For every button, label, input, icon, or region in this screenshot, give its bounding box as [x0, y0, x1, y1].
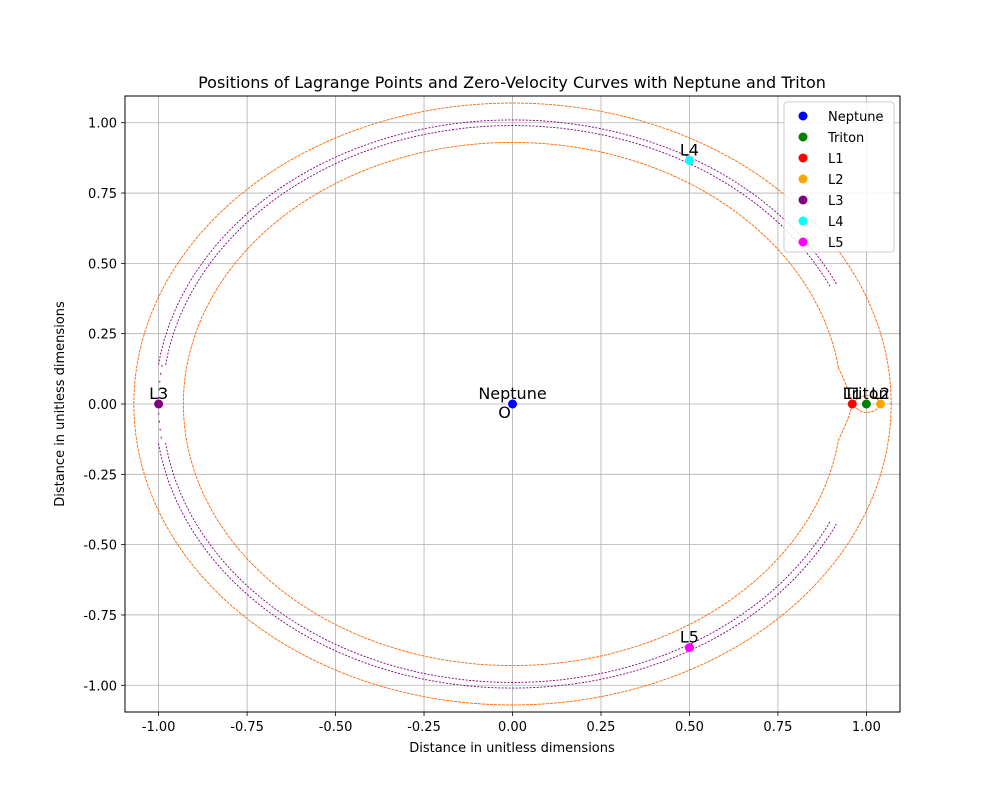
legend-marker-l5 — [798, 237, 808, 247]
point-l2 — [876, 399, 886, 409]
y-tick-label: 0.25 — [88, 328, 117, 343]
y-tick-label: 0.00 — [88, 398, 117, 413]
horseshoe-l3-segment — [158, 364, 163, 444]
x-tick-label: 0.75 — [763, 720, 792, 735]
y-tick-label: 0.75 — [88, 187, 117, 202]
y-tick-label: 1.00 — [88, 117, 117, 132]
l1-neck-curve — [837, 367, 853, 441]
y-axis-label: Distance in unitless dimensions — [53, 301, 68, 507]
outer-zero-velocity-curve — [133, 102, 892, 706]
x-axis-ticks: -1.00 -0.75 -0.50 -0.25 0.00 0.25 0.50 0.75 1.00 — [142, 712, 881, 735]
y-tick-label: -0.50 — [83, 539, 117, 554]
point-label-l4: L4 — [680, 140, 699, 159]
x-tick-label: -1.00 — [142, 720, 176, 735]
horseshoe-upper-inner — [165, 125, 831, 366]
point-label-l3: L3 — [149, 384, 168, 403]
legend-marker-l4 — [798, 216, 808, 226]
point-l1 — [847, 399, 857, 409]
inner-zero-velocity-curve — [182, 141, 839, 667]
legend-marker-l3 — [798, 195, 808, 205]
y-tick-label: 0.50 — [88, 257, 117, 272]
legend-marker-l1 — [798, 153, 808, 163]
point-label-l5: L5 — [680, 628, 699, 647]
point-l4 — [684, 155, 694, 165]
chart-title: Positions of Lagrange Points and Zero-Ve… — [198, 73, 826, 92]
legend-marker-neptune — [798, 111, 808, 121]
point-l3 — [154, 399, 164, 409]
y-tick-label: -0.25 — [83, 468, 117, 483]
horseshoe-lower-outer — [158, 443, 837, 689]
legend-marker-triton — [798, 132, 808, 142]
point-neptune — [508, 399, 517, 409]
y-tick-label: -0.75 — [83, 609, 117, 624]
legend-entry-l4: L4 — [828, 215, 844, 230]
legend-entry-l5: L5 — [828, 236, 844, 251]
x-tick-label: -0.50 — [319, 720, 353, 735]
origin-label: O — [498, 403, 511, 422]
legend-entry-neptune: Neptune — [828, 110, 884, 125]
point-label-l1: L1 — [843, 384, 862, 403]
x-axis-label: Distance in unitless dimensions — [409, 741, 615, 756]
x-tick-label: 0.00 — [498, 720, 527, 735]
y-tick-label: -1.00 — [83, 679, 117, 694]
horseshoe-upper-outer — [158, 119, 837, 365]
y-axis-ticks: -1.00 -0.75 -0.50 -0.25 0.00 0.25 0.50 0.75 1.00 — [83, 117, 125, 694]
legend: Neptune Triton L1 L2 L3 L4 L5 — [783, 101, 895, 253]
point-triton — [861, 399, 871, 409]
point-label-neptune: Neptune — [478, 384, 546, 403]
point-l5 — [684, 643, 694, 653]
x-tick-label: 0.50 — [675, 720, 704, 735]
x-tick-label: -0.75 — [230, 720, 264, 735]
legend-box — [783, 101, 895, 253]
x-tick-label: -0.25 — [407, 720, 441, 735]
legend-marker-l2 — [798, 174, 808, 184]
legend-entry-l2: L2 — [828, 173, 844, 188]
zero-velocity-curves — [133, 102, 892, 706]
legend-entry-triton: Triton — [827, 131, 864, 146]
legend-entry-l1: L1 — [828, 152, 844, 167]
x-tick-label: 1.00 — [852, 720, 881, 735]
point-label-l2: L2 — [871, 384, 890, 403]
point-label-triton: Triton — [843, 384, 889, 403]
legend-entry-l3: L3 — [828, 194, 844, 209]
x-tick-label: 0.25 — [586, 720, 615, 735]
horseshoe-lower-inner — [165, 442, 831, 683]
